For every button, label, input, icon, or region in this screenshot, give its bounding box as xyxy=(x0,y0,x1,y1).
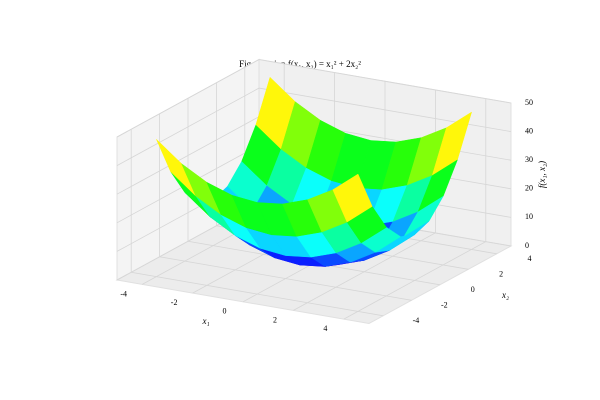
grid-line xyxy=(116,59,512,138)
y-axis-label: x₂ xyxy=(501,290,509,300)
chart-title: Fig. function f(x₁, x₂) = x₁² + 2x₂² xyxy=(239,59,361,69)
y-tick-label: -4 xyxy=(413,316,420,325)
grid-line xyxy=(116,87,512,166)
y-tick-label: 2 xyxy=(499,270,503,279)
z-tick-label: 20 xyxy=(525,184,533,193)
x-tick-label: -4 xyxy=(120,289,127,298)
z-tick-label: 50 xyxy=(525,98,533,107)
x-axis-label: x₁ xyxy=(202,316,210,326)
x-tick-label: 4 xyxy=(323,324,327,333)
z-tick-label: 40 xyxy=(525,126,533,135)
x-tick-label: -2 xyxy=(171,298,178,307)
z-axis-label: f(x₁, x₂) xyxy=(537,161,547,188)
z-tick-label: 30 xyxy=(525,155,533,164)
y-tick-label: 0 xyxy=(471,285,475,294)
x-tick-label: 2 xyxy=(273,315,277,324)
z-tick-label: 0 xyxy=(525,241,529,250)
x-tick-label: 0 xyxy=(223,307,227,316)
z-tick-label: 10 xyxy=(525,212,533,221)
surface-facet xyxy=(332,173,373,223)
y-tick-label: 4 xyxy=(528,254,532,263)
y-tick-label: -2 xyxy=(441,301,448,310)
